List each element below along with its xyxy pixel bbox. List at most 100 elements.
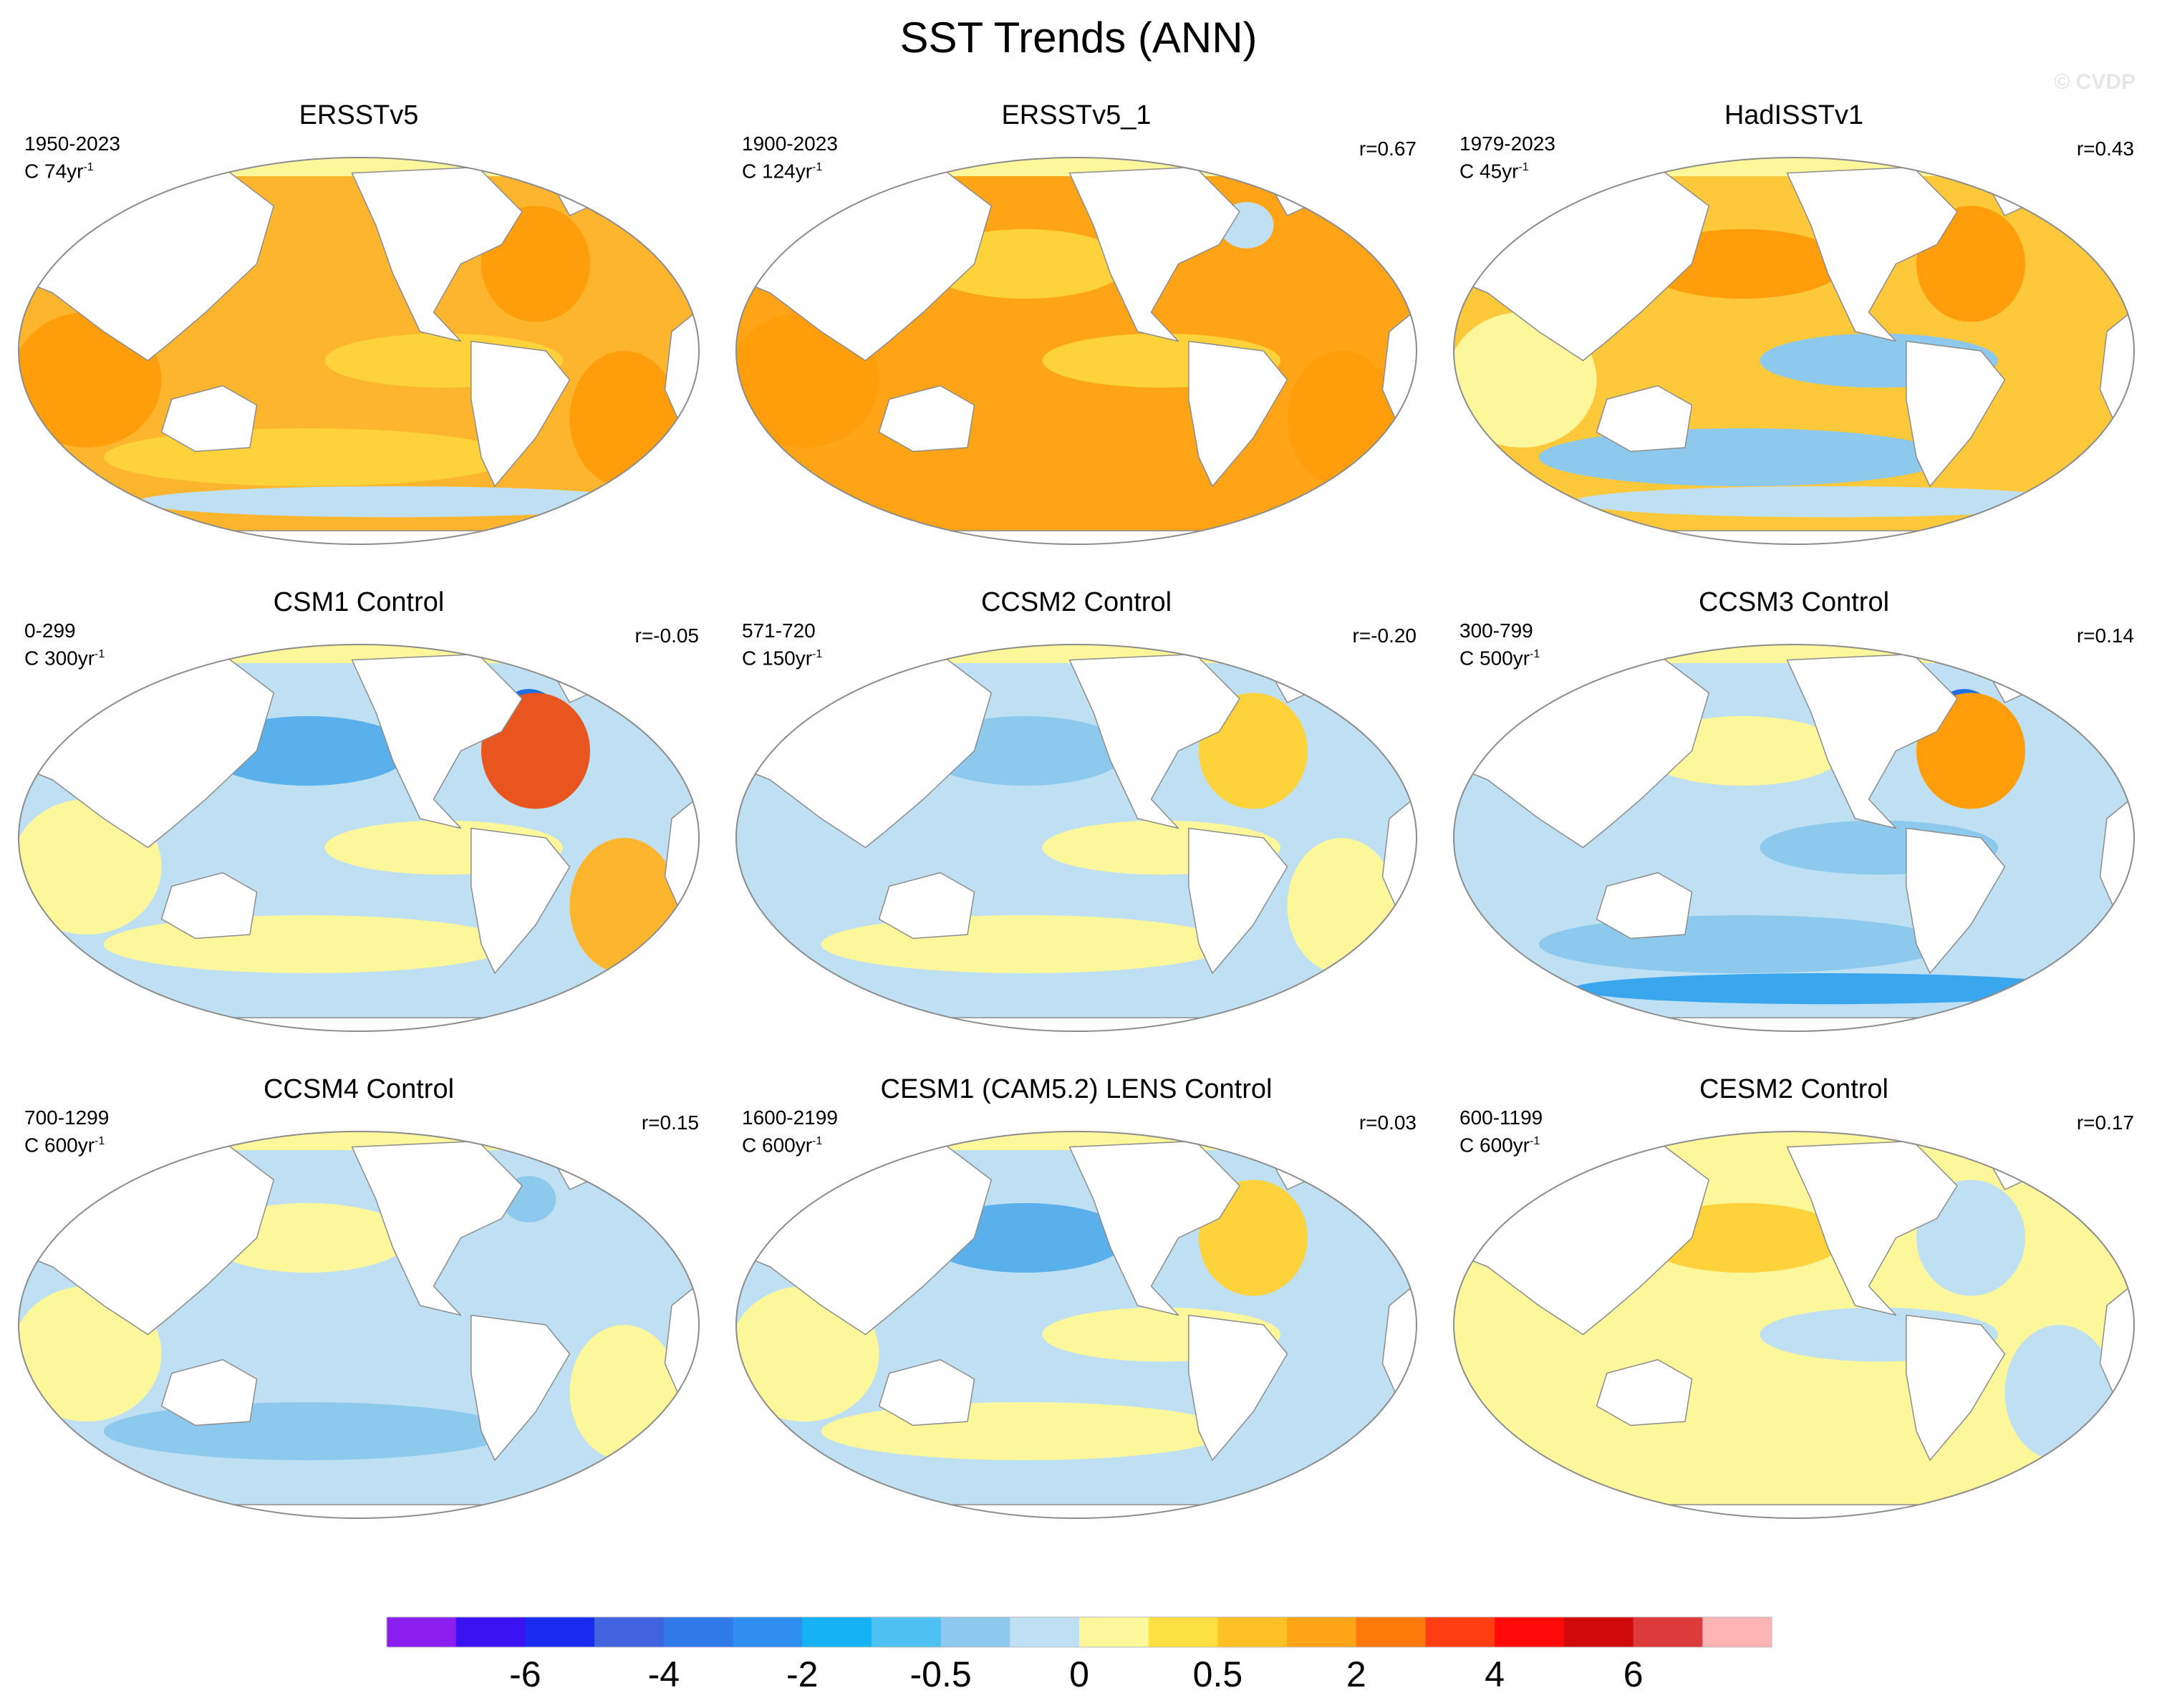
colorbar-tick-label: -2 xyxy=(786,1654,818,1694)
land-europe xyxy=(1354,1140,1417,1190)
land-antarctica xyxy=(872,530,1281,544)
watermark: © CVDP xyxy=(2054,70,2136,94)
land-australia xyxy=(1596,1359,1693,1427)
trend-anomaly-region xyxy=(1199,1179,1308,1296)
period-label: 1900-2023 C 124yr-1 xyxy=(742,132,838,183)
map-panel: ERSSTv5_1 1900-2023 C 124yr-1 r=0.67 xyxy=(729,100,1424,566)
map-outline xyxy=(18,157,700,545)
panel-title: CCSM3 Control xyxy=(1698,587,1890,617)
land-namerica xyxy=(351,166,523,342)
trend-anomaly-region xyxy=(19,1286,162,1422)
land-antarctica xyxy=(154,1017,564,1031)
colorbar-swatch xyxy=(1495,1617,1565,1647)
land-antarctica xyxy=(154,1504,564,1518)
trend-anomaly-region xyxy=(821,915,1230,973)
land-samerica xyxy=(1906,1314,2006,1461)
land-europe xyxy=(637,1140,699,1190)
land-europe xyxy=(2072,166,2134,216)
colorbar-swatch xyxy=(1217,1617,1288,1647)
map-panel: HadISSTv1 1979-2023 C 45yr-1 r=0.43 xyxy=(1447,100,2141,566)
map-outline xyxy=(1453,1131,2135,1519)
map-outline xyxy=(735,644,1417,1032)
land-samerica xyxy=(471,1314,571,1461)
colorbar-swatch xyxy=(663,1617,733,1647)
colorbar-swatch xyxy=(1356,1617,1426,1647)
period-label: 1600-2199 C 600yr-1 xyxy=(742,1106,838,1157)
trend-anomaly-region xyxy=(1916,693,2025,809)
trend-anomaly-region xyxy=(103,915,512,973)
colorbar-swatch xyxy=(594,1617,665,1647)
land-samerica xyxy=(1906,340,2006,487)
land-samerica xyxy=(1188,340,1288,487)
land-namerica xyxy=(1786,166,1958,342)
trend-anomaly-region xyxy=(19,799,162,935)
colorbar-swatch xyxy=(387,1617,457,1647)
colorbar-swatch xyxy=(871,1617,942,1647)
land-australia xyxy=(878,1359,975,1427)
map-panel: CESM2 Control 600-1199 C 600yr-1 r=0.17 xyxy=(1447,1074,2141,1540)
land-antarctica xyxy=(872,1017,1281,1031)
map-outline xyxy=(18,644,700,1032)
period-label: 300-799 C 500yr-1 xyxy=(1459,619,1540,670)
trend-anomaly-region xyxy=(1573,486,2083,518)
trend-anomaly-region xyxy=(569,351,679,486)
land-samerica xyxy=(1188,827,1288,974)
land-antarctica xyxy=(1589,1504,1999,1518)
map-panel: CESM1 (CAM5.2) LENS Control 1600-2199 C 60… xyxy=(729,1074,1424,1540)
land-australia xyxy=(878,385,975,453)
trend-anomaly-region xyxy=(1916,1179,2025,1296)
sst-trend-map xyxy=(1453,1131,2135,1519)
trend-anomaly-region xyxy=(1287,351,1396,486)
sst-trend-map xyxy=(1453,157,2135,545)
period-label: 0-299 C 300yr-1 xyxy=(24,619,105,670)
colorbar-tick-label: -4 xyxy=(648,1654,680,1694)
period-label: 571-720 C 150yr-1 xyxy=(742,619,823,670)
correlation-label: r=0.17 xyxy=(2076,1111,2134,1134)
figure-title: SST Trends (ANN) xyxy=(899,14,1258,62)
land-australia xyxy=(160,385,258,453)
colorbar-swatch xyxy=(802,1617,872,1647)
map-panel: CCSM2 Control 571-720 C 150yr-1 r=-0.20 xyxy=(729,587,1424,1053)
trend-anomaly-region xyxy=(1287,838,1396,973)
correlation-label: r=0.43 xyxy=(2076,137,2134,160)
colorbar-swatch xyxy=(733,1617,803,1647)
trend-anomaly-region xyxy=(821,1402,1230,1460)
correlation-label: r=0.15 xyxy=(641,1111,699,1134)
colorbar-swatch xyxy=(525,1617,595,1647)
land-antarctica xyxy=(872,1504,1281,1518)
trend-anomaly-region xyxy=(569,1325,679,1460)
land-samerica xyxy=(471,827,571,974)
panel-title: CESM1 (CAM5.2) LENS Control xyxy=(880,1074,1273,1104)
land-namerica xyxy=(1786,1140,1958,1316)
colorbar-swatch xyxy=(1287,1617,1357,1647)
land-australia xyxy=(1596,872,1693,940)
correlation-label: r=0.14 xyxy=(2076,624,2134,647)
trend-anomaly-region xyxy=(736,1286,879,1422)
colorbar-swatch xyxy=(1079,1617,1149,1647)
land-namerica xyxy=(1068,1140,1240,1316)
colorbar-tick-label: -0.5 xyxy=(910,1654,972,1694)
land-namerica xyxy=(1068,653,1240,829)
panel-title: ERSSTv5_1 xyxy=(1001,100,1152,130)
period-label: 600-1199 C 600yr-1 xyxy=(1459,1106,1543,1157)
period-label: 700-1299 C 600yr-1 xyxy=(24,1106,110,1157)
correlation-label: r=0.03 xyxy=(1359,1111,1417,1134)
trend-anomaly-region xyxy=(1573,973,2083,1005)
land-samerica xyxy=(1188,1314,1288,1461)
sst-trend-map xyxy=(735,1131,1417,1519)
colorbar-tick-label: 2 xyxy=(1346,1654,1366,1694)
colorbar-swatch xyxy=(455,1617,526,1647)
sst-trend-map xyxy=(1453,644,2135,1032)
land-samerica xyxy=(471,340,571,487)
map-panel: CSM1 Control 0-299 C 300yr-1 r=-0.05 xyxy=(11,587,706,1053)
colorbar-swatch xyxy=(1563,1617,1634,1647)
panel-title: CSM1 Control xyxy=(273,587,445,617)
land-europe xyxy=(2072,1140,2134,1190)
colorbar-swatch xyxy=(1425,1617,1495,1647)
map-outline xyxy=(18,1131,700,1519)
correlation-label: r=-0.05 xyxy=(634,624,700,647)
map-panel: CCSM4 Control 700-1299 C 600yr-1 r=0.15 xyxy=(11,1074,706,1540)
sst-trend-map xyxy=(735,157,1417,545)
trend-anomaly-region xyxy=(103,428,512,486)
land-australia xyxy=(1596,385,1693,453)
